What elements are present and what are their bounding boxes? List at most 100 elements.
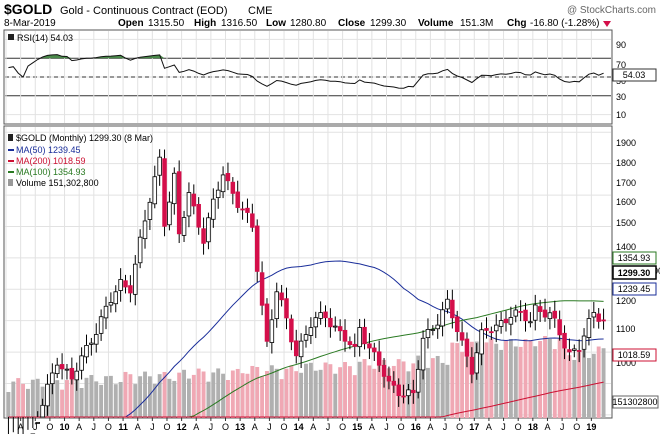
x-tick-label: 17 [469,422,479,432]
volume-bar [582,350,586,418]
ohlc-values: Open 1315.50 High 1316.50 Low 1280.80 Cl… [118,18,611,29]
candle-down [489,331,494,334]
volume-bar [435,355,440,418]
volume-bar [186,378,191,418]
candle-down [401,395,406,398]
candle-up [50,372,55,385]
volume-bar [201,371,206,418]
candle-up [547,312,553,320]
candle-up [435,324,440,330]
x-axis: A J O 10 A J O 11 A J O 12 A J O 13 A J O 14 A J O 15 A J O 16 A J O 17… [18,418,596,432]
candle-down [128,285,133,294]
volume-bar [245,373,250,418]
volume-bar [494,343,499,418]
volume-bar [362,359,367,418]
moving-averages [8,260,604,418]
candle-up [586,318,592,338]
candle-up [113,291,119,305]
candle-down [279,292,284,301]
x-tick-label: O [515,422,522,432]
volume-bar [586,357,591,418]
candle-up [591,312,597,318]
candle-up [98,316,104,334]
candle-down [518,311,523,313]
x-tick-label: A [76,422,82,432]
volume-legend-swatch [8,179,13,186]
candle-down [328,317,333,328]
x-tick-label: O [339,422,346,432]
x-tick-label: O [105,422,112,432]
candle-down [201,228,206,244]
volume-bar [94,381,99,418]
candle-down [352,343,358,347]
watermark: @ StockCharts.com [567,5,656,16]
candle-up [333,325,338,328]
volume-bar [577,350,582,418]
volume-bar [30,379,35,418]
volume-bar [426,367,430,418]
x-tick-label: O [398,422,405,432]
high-label: High [194,18,216,29]
candle-down [284,298,289,319]
volume-bar [99,384,104,418]
ma50-tag: 1239.45 [618,284,651,294]
candle-up [318,312,323,319]
candle-up [152,176,158,205]
date: 8-Mar-2019 [4,18,56,29]
candle-up [93,334,99,345]
volume-bar [445,364,450,418]
price-tick: 1400 [616,242,636,252]
volume-legend-text: Volume 151,302,800 [16,178,99,188]
volume-tag-box [612,395,659,409]
candle-down [557,319,562,336]
candle-down [386,375,392,382]
candle-down [381,364,387,377]
candle-up [274,291,279,320]
candle-up [308,327,314,336]
x-tick-label: 19 [586,422,596,432]
volume-bar [484,342,489,418]
open-value: 1315.50 [148,18,185,29]
candle-down [542,309,548,318]
volume-bar [308,362,313,418]
volume-bar [113,384,118,418]
volume-bar [323,362,328,418]
candle-down [469,356,475,375]
volume-bar [304,363,308,418]
volume-bar [11,381,16,418]
volume-bar [513,346,518,418]
volume-bar [143,371,147,418]
volume-bar [279,379,284,418]
volume-bar [123,371,128,418]
candle-down [235,191,240,208]
candle-up [40,404,45,418]
volume-bar [157,374,162,418]
candle-up [572,348,577,351]
ma100-tag-box [612,251,657,265]
x-tick-label: A [18,422,24,432]
chart-header: $GOLD Gold - Continuous Contract (EOD) C… [4,1,656,29]
candle-down [293,340,299,357]
symbol: $GOLD [4,1,52,17]
volume-bar [118,382,123,418]
candle-down [523,309,528,322]
volume-bar [104,376,108,418]
volume-tag: 151302800 [612,397,657,407]
x-tick-label: A [252,422,258,432]
candle-down [69,367,75,380]
x-tick-label: A [135,422,141,432]
x-tick-label: O [222,422,229,432]
volume-bar [465,348,469,418]
ma200-legend-text: MA(200) 1018.59 [16,156,86,166]
price-value-tags: 1354.93 1299.30 1239.45 1018.59 15130280… [612,251,659,409]
volume-bar [343,362,347,418]
candle-up [84,345,89,358]
volume-bar [552,349,557,418]
chg-value: -16.80 (-1.28%) [530,18,599,29]
volume-bar [313,370,318,418]
candles [7,149,606,434]
candle-up [508,317,514,325]
candle-down [601,319,606,322]
x-tick-label: 14 [294,422,304,432]
candle-down [459,332,465,341]
